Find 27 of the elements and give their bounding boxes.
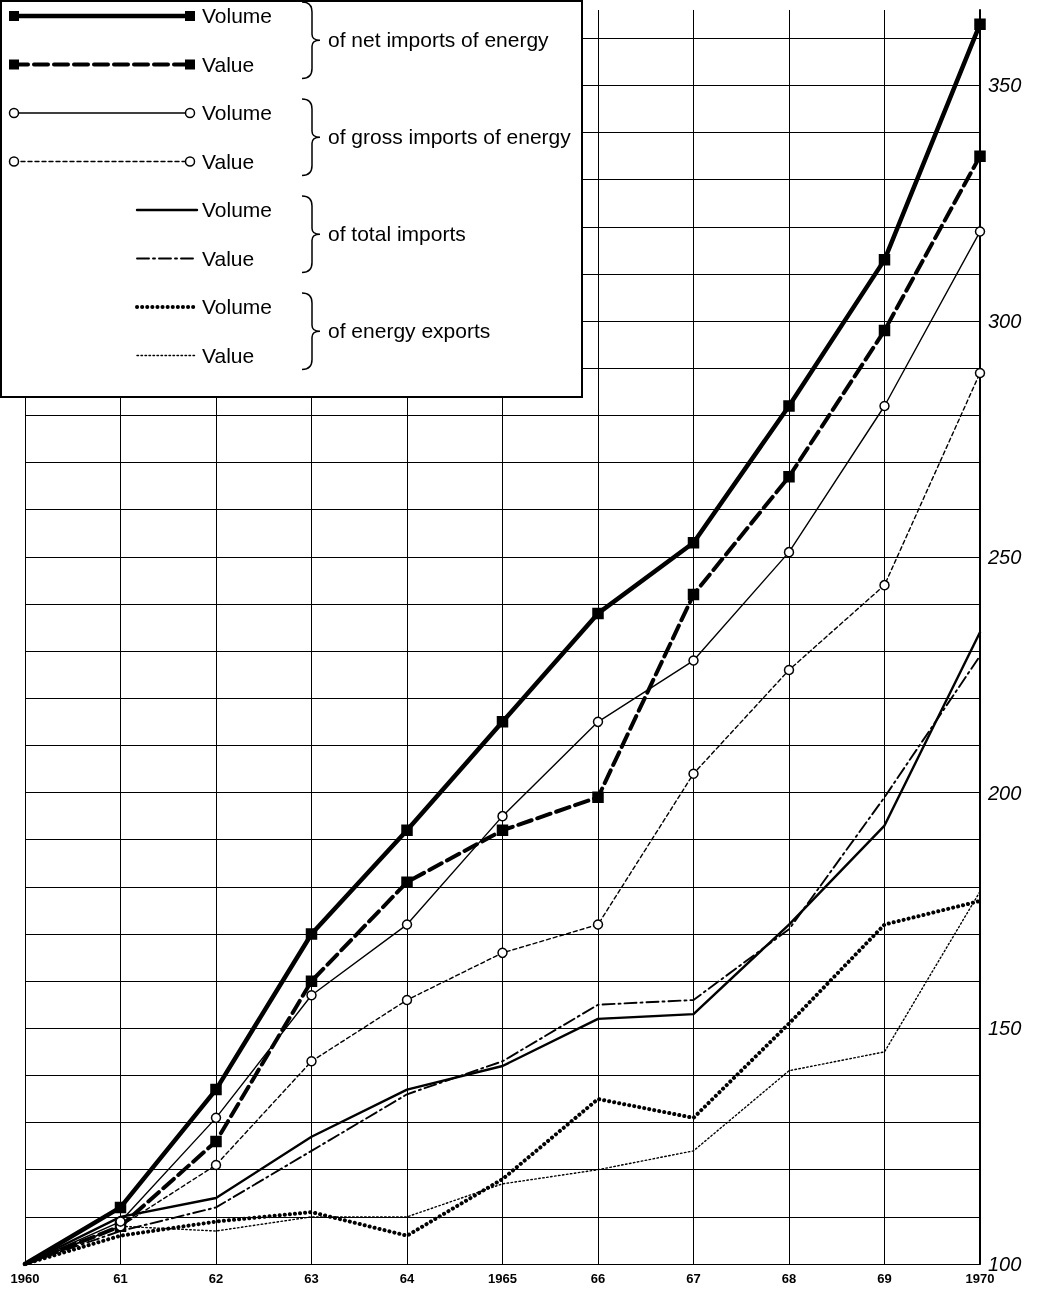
y-tick-label: 300: [988, 310, 1022, 333]
legend-label: Volume: [202, 101, 273, 124]
legend-label: Value: [202, 52, 255, 76]
x-tick-label: 62: [208, 1271, 224, 1286]
y-tick-label: 200: [987, 781, 1022, 804]
y-tick-label: 250: [987, 545, 1022, 568]
legend-label: Volume: [202, 198, 273, 221]
x-tick-label: 64: [399, 1271, 415, 1286]
x-tick-label: 69: [877, 1271, 892, 1286]
legend-label: Value: [202, 343, 255, 367]
y-tick-label: 150: [988, 1017, 1022, 1040]
annotation: of total imports: [328, 222, 466, 246]
x-tick-label: 63: [304, 1271, 319, 1286]
x-tick-label: 68: [781, 1271, 797, 1286]
x-tick-label: 67: [686, 1271, 701, 1286]
legend-label: Volume: [202, 4, 273, 27]
annotation: of energy exports: [328, 319, 491, 343]
y-tick-label: 350: [988, 74, 1022, 97]
x-tick-label: 1960: [10, 1271, 40, 1286]
annotation: of net imports of energy: [328, 28, 550, 52]
legend-label: Value: [202, 246, 255, 270]
legend-label: Volume: [202, 295, 273, 318]
annotation: of gross imports of energy: [328, 125, 572, 149]
x-tick-label: 61: [113, 1271, 128, 1286]
x-tick-label: 66: [590, 1271, 606, 1286]
legend-label: Value: [202, 149, 255, 173]
x-tick-label: 1965: [488, 1271, 517, 1286]
